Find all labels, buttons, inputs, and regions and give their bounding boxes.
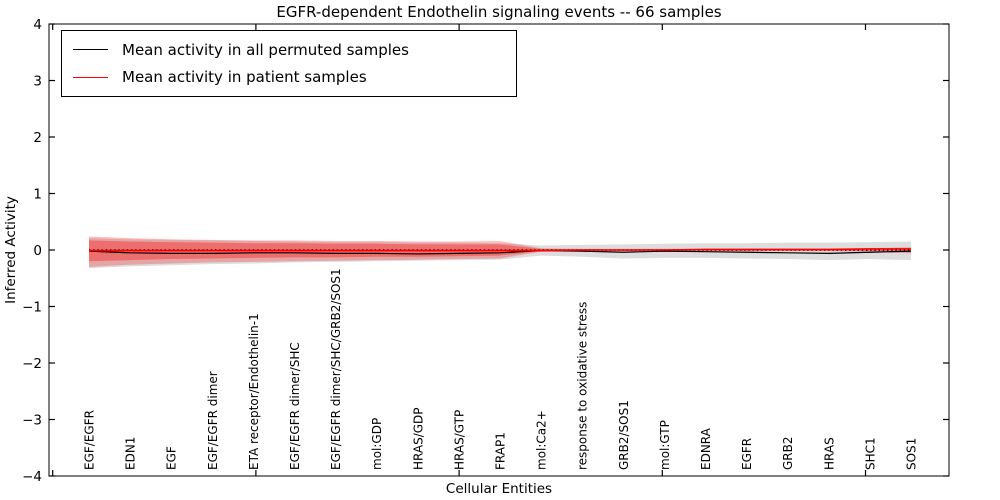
- y-tick-label: 1: [33, 186, 42, 202]
- patient-outer-band: [89, 236, 911, 267]
- category-label: mol:GDP: [370, 418, 384, 470]
- y-tick-label: 0: [33, 243, 42, 259]
- category-label: HRAS: [822, 437, 836, 470]
- category-label: GRB2/SOS1: [617, 400, 631, 470]
- y-tick-label: −3: [22, 412, 42, 428]
- permuted-mean-line: [88, 249, 912, 255]
- category-label: ETA receptor/Endothelin-1: [247, 313, 261, 470]
- legend-entry-permuted: Mean activity in all permuted samples: [73, 41, 516, 59]
- category-label: EGF/EGFR dimer: [206, 371, 220, 470]
- category-label: EGF: [165, 446, 179, 470]
- y-tick-label: 3: [33, 73, 42, 89]
- legend-entry-label: Mean activity in patient samples: [122, 68, 367, 87]
- category-label: EDN1: [124, 437, 138, 470]
- category-label: EGF/EGFR dimer/SHC/GRB2/SOS1: [329, 268, 343, 470]
- y-tick-label: 4: [33, 17, 42, 33]
- category-label: mol:Ca2+: [535, 410, 549, 470]
- category-label: GRB2: [781, 436, 795, 470]
- category-label: HRAS/GDP: [411, 407, 425, 470]
- category-label: mol:GTP: [658, 420, 672, 470]
- category-label: EGFR: [740, 438, 754, 470]
- category-label: SOS1: [905, 438, 919, 470]
- y-tick-label: 2: [33, 130, 42, 146]
- legend-entry-label: Mean activity in all permuted samples: [122, 40, 409, 59]
- chart-title: EGFR-dependent Endothelin signaling even…: [276, 3, 722, 21]
- y-tick-label: −2: [22, 356, 42, 372]
- legend-box: Mean activity in all permuted samples Me…: [61, 30, 517, 97]
- category-label: FRAP1: [494, 432, 508, 470]
- category-label: EDNRA: [699, 427, 713, 470]
- category-label: EGF/EGFR: [83, 410, 97, 470]
- legend-entry-patient: Mean activity in patient samples: [73, 68, 516, 86]
- legend-line-swatch: [73, 49, 108, 51]
- y-tick-label: −1: [22, 299, 42, 315]
- category-label: HRAS/GTP: [452, 410, 466, 470]
- y-tick-label: −4: [22, 469, 42, 485]
- patient-mean-line: [89, 248, 911, 252]
- legend-line-swatch: [73, 76, 108, 78]
- y-axis-label: Inferred Activity: [3, 196, 19, 304]
- category-label: response to oxidative stress: [576, 302, 590, 470]
- category-label: EGF/EGFR dimer/SHC: [288, 342, 302, 470]
- category-label: SHC1: [863, 437, 877, 470]
- x-axis-label: Cellular Entities: [445, 481, 553, 497]
